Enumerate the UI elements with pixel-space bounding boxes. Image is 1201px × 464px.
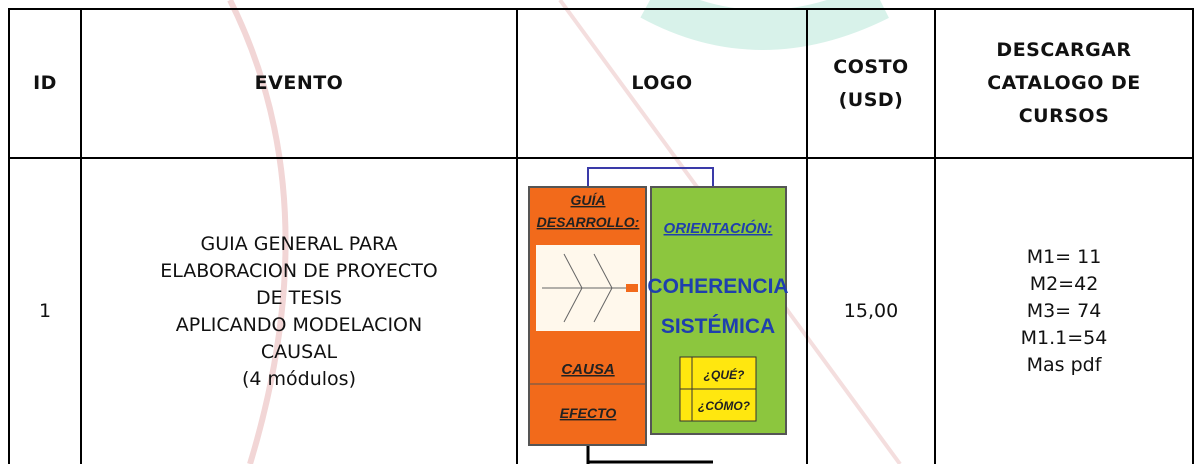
cell-id: 1 xyxy=(38,300,52,322)
text-line: COSTO xyxy=(833,55,909,78)
table-border xyxy=(516,8,518,464)
text-line: CURSOS xyxy=(1018,105,1110,127)
logo-text: DESARROLLO: xyxy=(537,214,640,230)
logo-text: COHERENCIA xyxy=(647,275,788,298)
header-logo: LOGO xyxy=(631,72,693,94)
logo-text: ¿CÓMO? xyxy=(698,398,751,413)
table-border xyxy=(8,8,1194,10)
logo-text: EFECTO xyxy=(560,405,617,421)
text-line: DESCARGAR xyxy=(996,39,1132,61)
logo-text: GUÍA xyxy=(571,192,606,208)
logo: GUÍA DESARROLLO: CAUSA EFECTO ORIENTACIÓ… xyxy=(528,167,789,464)
text-line: M1.1=54 xyxy=(1020,327,1108,349)
logo-text: ¿QUÉ? xyxy=(704,367,745,382)
cell-lines: GUIA GENERAL PARA ELABORACION DE PROYECTO… xyxy=(160,231,438,393)
text-line: (USD) xyxy=(838,88,904,111)
cell-lines: DESCARGAR CATALOGO DE CURSOS xyxy=(987,34,1141,133)
text-line: CATALOGO DE xyxy=(987,72,1141,94)
text-line: DE TESIS xyxy=(255,286,342,309)
header-costo: COSTO (USD) xyxy=(808,10,934,157)
logo-text: SISTÉMICA xyxy=(661,315,775,338)
header-descargar: DESCARGAR CATALOGO DE CURSOS xyxy=(936,10,1192,157)
header-evento: EVENTO xyxy=(254,72,344,94)
text-line: APLICANDO MODELACION xyxy=(175,313,423,336)
table-border xyxy=(8,8,10,464)
table-border xyxy=(806,8,808,464)
cell-lines: COSTO (USD) xyxy=(833,51,908,117)
text-line: M3= 74 xyxy=(1026,300,1102,322)
cell-costo: 15,00 xyxy=(843,300,899,322)
text-line: ELABORACION DE PROYECTO xyxy=(160,259,438,282)
text-line: M1= 11 xyxy=(1026,246,1102,268)
text-line: CAUSAL xyxy=(260,340,338,363)
cell-descargar: M1= 11 M2=42 M3= 74 M1.1=54 Mas pdf xyxy=(936,159,1192,464)
table-border xyxy=(1192,8,1194,464)
text-line: M2=42 xyxy=(1029,273,1099,295)
table-border xyxy=(8,157,1194,159)
cell-lines: M1= 11 M2=42 M3= 74 M1.1=54 Mas pdf xyxy=(1021,244,1108,379)
text-line: (4 módulos) xyxy=(241,367,356,390)
table-border xyxy=(934,8,936,464)
cell-evento: GUIA GENERAL PARA ELABORACION DE PROYECTO… xyxy=(82,159,516,464)
text-line: Mas pdf xyxy=(1026,354,1102,376)
text-line: GUIA GENERAL PARA xyxy=(200,232,398,255)
logo-text: ORIENTACIÓN: xyxy=(664,219,773,237)
header-id: ID xyxy=(33,72,57,94)
table-border xyxy=(80,8,82,464)
logo-text: CAUSA xyxy=(561,361,614,378)
